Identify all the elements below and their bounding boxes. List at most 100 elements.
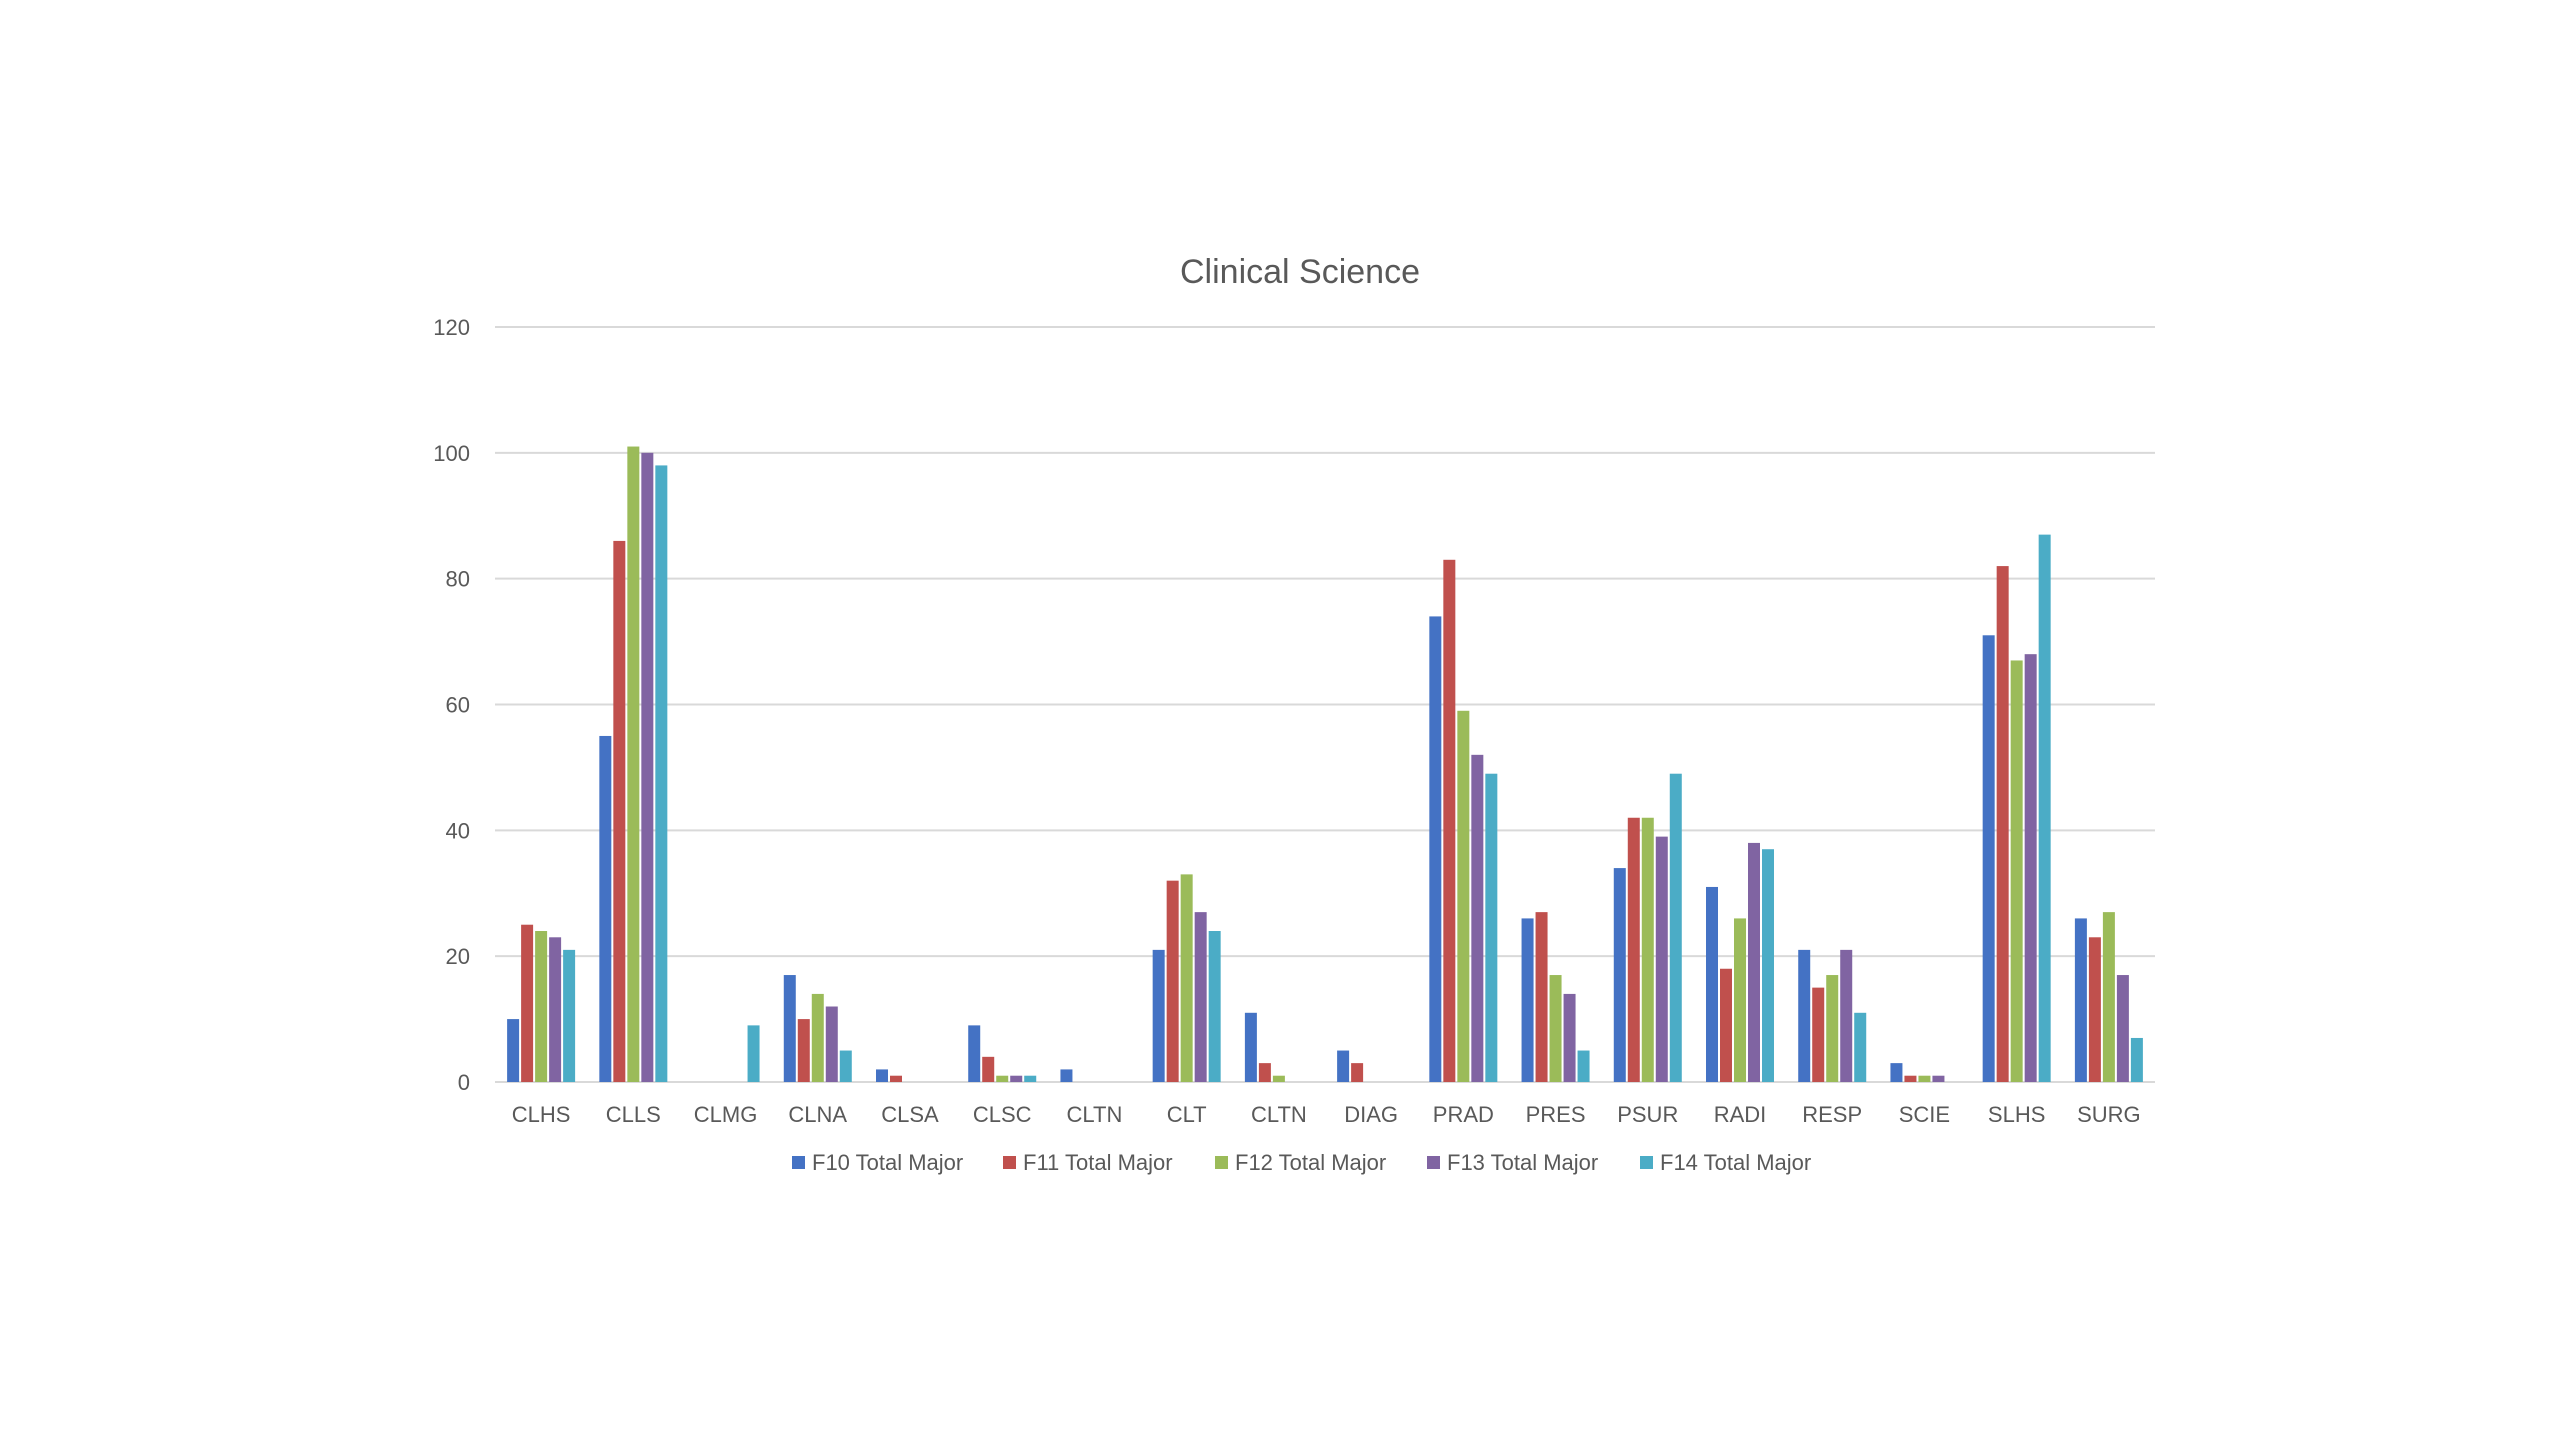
bar <box>1762 849 1774 1082</box>
bar <box>1244 1012 1257 1082</box>
bar <box>1443 559 1456 1082</box>
bar <box>1904 1075 1917 1082</box>
bar <box>1734 918 1746 1082</box>
x-category-label: CLSA <box>881 1102 939 1127</box>
bar <box>1706 886 1718 1082</box>
bar <box>521 924 534 1082</box>
bar <box>641 452 654 1082</box>
y-tick-label: 100 <box>433 441 470 466</box>
bar <box>1826 975 1839 1082</box>
bar <box>1798 949 1811 1082</box>
y-tick-label: 0 <box>458 1070 470 1095</box>
bar <box>1429 616 1442 1082</box>
x-category-label: PRAD <box>1433 1102 1494 1127</box>
chart-title: Clinical Science <box>1180 253 1420 291</box>
bar <box>1720 968 1732 1082</box>
legend-swatch <box>1215 1156 1228 1169</box>
bar <box>1840 949 1853 1082</box>
bar <box>2010 660 2023 1082</box>
bar <box>1258 1063 1271 1082</box>
bar <box>1854 1012 1867 1082</box>
y-axis-ticks: 0 20 40 60 80 100 120 <box>433 315 470 1095</box>
bar <box>1194 912 1207 1082</box>
bar <box>1982 635 1995 1082</box>
bar <box>1655 836 1668 1082</box>
bar <box>1890 1063 1903 1082</box>
bar <box>2116 975 2129 1082</box>
bar <box>599 735 612 1082</box>
bar <box>811 993 824 1082</box>
bar <box>1535 912 1548 1082</box>
bar <box>968 1025 981 1082</box>
bar <box>549 937 562 1082</box>
gridlines <box>495 326 2155 1083</box>
x-category-label: RADI <box>1714 1102 1767 1127</box>
legend-entry: F10 Total Major <box>812 1150 963 1175</box>
bar <box>825 1006 838 1082</box>
bar <box>839 1050 852 1082</box>
x-category-label: CLLS <box>606 1102 661 1127</box>
bar <box>1748 842 1760 1082</box>
legend-swatch <box>1427 1156 1440 1169</box>
bar <box>1180 874 1193 1082</box>
bar <box>1918 1075 1931 1082</box>
bar <box>1563 993 1576 1082</box>
x-category-label: PRES <box>1526 1102 1586 1127</box>
y-tick-label: 120 <box>433 315 470 340</box>
x-category-label: PSUR <box>1617 1102 1678 1127</box>
bar <box>1485 773 1498 1082</box>
legend-swatch <box>1640 1156 1653 1169</box>
x-category-label: SURG <box>2077 1102 2141 1127</box>
bar <box>1613 868 1626 1082</box>
bar <box>1024 1075 1037 1082</box>
bar <box>1812 987 1825 1082</box>
x-category-label: SCIE <box>1899 1102 1950 1127</box>
bar <box>1166 880 1179 1082</box>
bar <box>890 1075 902 1082</box>
bar <box>507 1019 520 1082</box>
legend-entry: F12 Total Major <box>1235 1150 1386 1175</box>
bar <box>1060 1069 1073 1082</box>
y-tick-label: 60 <box>446 693 470 718</box>
legend-entry: F14 Total Major <box>1660 1150 1811 1175</box>
bar <box>2088 937 2101 1082</box>
bar <box>613 540 626 1082</box>
bar <box>797 1019 810 1082</box>
x-category-label: RESP <box>1802 1102 1862 1127</box>
y-tick-label: 80 <box>446 567 470 592</box>
bar <box>1521 918 1534 1082</box>
bar <box>1152 949 1165 1082</box>
legend-entry: F11 Total Major <box>1023 1150 1173 1175</box>
bar <box>1351 1063 1364 1082</box>
bar <box>2038 534 2051 1082</box>
y-tick-label: 20 <box>446 944 470 969</box>
bar <box>996 1075 1009 1082</box>
x-category-label: CLSC <box>973 1102 1032 1127</box>
bar <box>1010 1075 1023 1082</box>
x-category-label: CLNA <box>788 1102 847 1127</box>
bar <box>1208 931 1221 1082</box>
bar <box>1471 754 1484 1082</box>
bar <box>747 1025 760 1082</box>
bar <box>655 465 668 1083</box>
legend-entry: F13 Total Major <box>1447 1150 1598 1175</box>
bar <box>1627 817 1640 1082</box>
bar <box>1996 566 2009 1082</box>
bar <box>1669 773 1682 1082</box>
bar <box>982 1056 995 1082</box>
bar <box>563 949 576 1082</box>
x-category-label: CLMG <box>694 1102 758 1127</box>
legend: F10 Total Major F11 Total Major F12 Total … <box>792 1150 1811 1175</box>
bar <box>1932 1075 1945 1082</box>
x-category-label: CLTN <box>1067 1102 1123 1127</box>
bar <box>1337 1050 1350 1082</box>
legend-swatch <box>792 1156 805 1169</box>
bar <box>876 1069 888 1082</box>
x-category-label: CLT <box>1167 1102 1207 1127</box>
bar <box>2074 918 2087 1082</box>
x-axis-categories: CLHS CLLS CLMG CLNA CLSA CLSC CLTN CLT CLTN DIAG P… <box>512 1102 2141 1127</box>
bar <box>1457 710 1470 1082</box>
bar <box>627 446 640 1083</box>
bar <box>2024 654 2037 1082</box>
